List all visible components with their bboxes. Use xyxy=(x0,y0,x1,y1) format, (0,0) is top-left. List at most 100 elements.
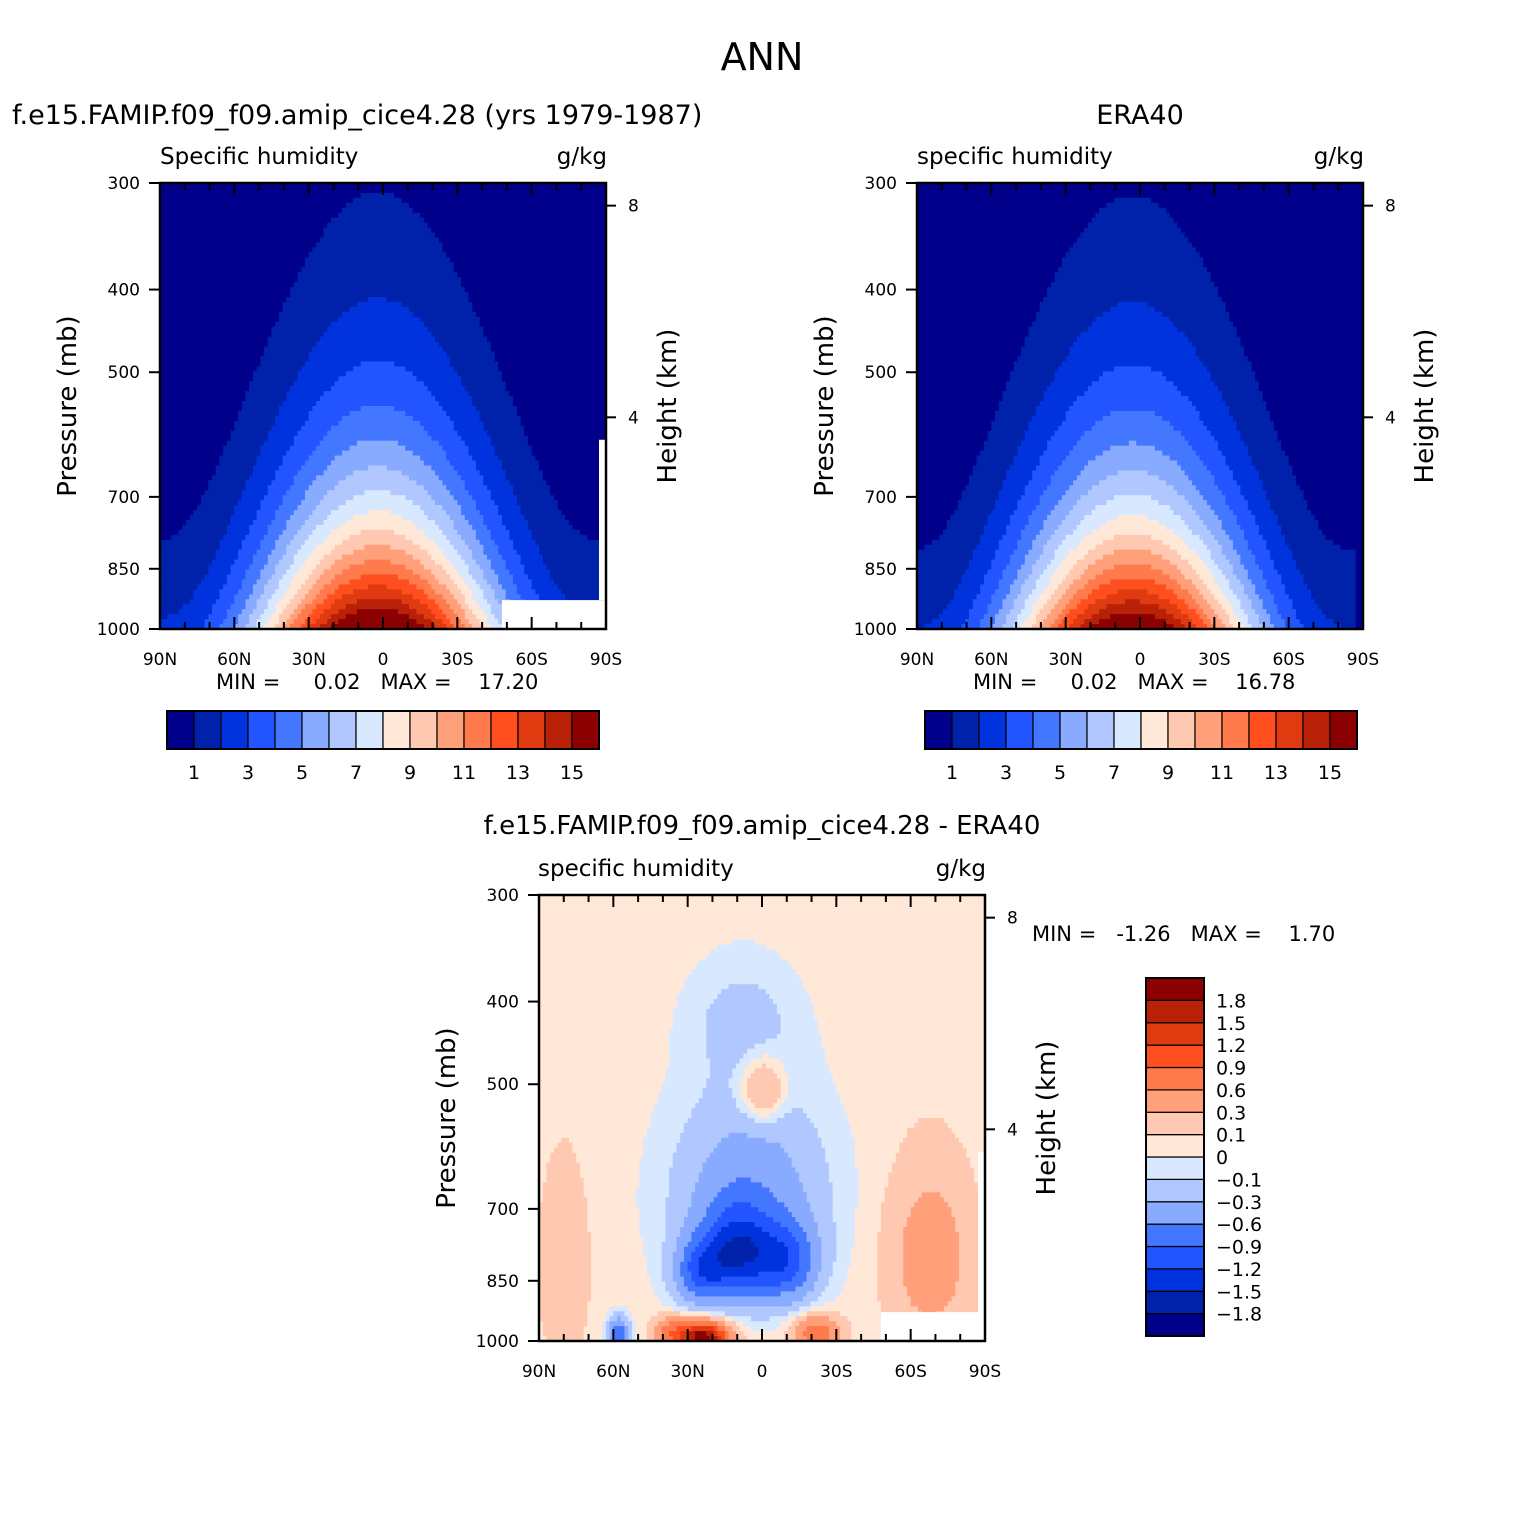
model-contour-band xyxy=(223,450,261,457)
difference-contour-band xyxy=(854,1212,882,1218)
era40-colorbar-box xyxy=(924,710,953,750)
model-contour-band xyxy=(468,296,607,303)
era40-contour-band xyxy=(931,619,966,625)
era40-contour-band xyxy=(1232,544,1249,551)
era40-contour-band xyxy=(980,534,1004,541)
era40-contour-band xyxy=(957,500,996,506)
era40-contour-band xyxy=(1102,450,1163,457)
model-contour-band xyxy=(368,510,392,516)
era40-contour-band xyxy=(1076,544,1096,551)
era40-contour-band xyxy=(1184,599,1197,605)
era40-contour-band xyxy=(1073,529,1093,536)
era40-contour-band xyxy=(1095,574,1171,581)
era40-contour-band xyxy=(1221,391,1264,397)
model-contour-band xyxy=(245,599,258,605)
model-contour-band xyxy=(249,564,265,571)
model-contour-band xyxy=(464,624,473,630)
model-contour-band xyxy=(553,579,603,585)
model-contour-band xyxy=(527,519,570,526)
era40-contour-band xyxy=(917,401,1000,407)
difference-contour-band xyxy=(765,944,986,951)
model-contour-band xyxy=(487,485,514,491)
model-contour-band xyxy=(542,475,607,481)
era40-contour-band xyxy=(1299,485,1364,491)
difference-contour-band xyxy=(739,1083,748,1089)
era40-contour-band xyxy=(1087,386,1178,392)
model-contour-band xyxy=(241,539,261,546)
model-contour-band xyxy=(271,594,284,600)
era40-contour-band xyxy=(1050,609,1063,615)
era40-contour-band xyxy=(1035,311,1104,318)
difference-contour-band xyxy=(739,1078,748,1084)
difference-contour-band xyxy=(769,1187,804,1193)
model-contour-band xyxy=(219,589,239,595)
model-contour-band xyxy=(479,539,496,546)
era40-contour-band xyxy=(1314,515,1364,521)
model-contour-band xyxy=(167,614,209,620)
model-contour-band xyxy=(282,554,295,561)
difference-contour-band xyxy=(858,1182,889,1188)
model-contour-band xyxy=(505,559,522,566)
era40-contour-band xyxy=(1166,584,1182,590)
era40-colorbar-box xyxy=(951,710,980,750)
model-contour-band xyxy=(464,599,477,605)
era40-contour-band xyxy=(1084,609,1100,615)
difference-contour-band xyxy=(624,1336,629,1342)
model-contour-band xyxy=(160,376,254,382)
era40-contour-band xyxy=(1236,594,1249,600)
model-contour-band xyxy=(446,351,496,358)
difference-contour-band xyxy=(951,1212,986,1218)
model-contour-band xyxy=(308,624,321,630)
model-contour-band xyxy=(449,574,462,581)
model-contour-band xyxy=(475,406,518,412)
era40-contour-band xyxy=(1229,316,1364,323)
difference-colorbar-label: −0.1 xyxy=(1216,1169,1262,1191)
difference-contour-band xyxy=(951,1127,986,1134)
model-contour-band xyxy=(442,480,466,486)
era40-contour-band xyxy=(1214,282,1364,288)
era40-contour-band xyxy=(1240,336,1364,343)
era40-contour-band xyxy=(1210,529,1227,536)
era40-contour-band xyxy=(1251,604,1264,610)
era40-contour-band xyxy=(1032,544,1044,551)
difference-contour-band xyxy=(717,944,767,951)
era40-contour-band xyxy=(1232,589,1245,595)
model-contour-band xyxy=(505,524,529,531)
model-contour-band xyxy=(401,515,429,521)
era40-contour-band xyxy=(1095,212,1171,219)
era40-contour-band xyxy=(1281,579,1305,585)
difference-contour-band xyxy=(814,1013,986,1020)
era40-contour-band xyxy=(1087,326,1178,333)
difference-contour-band xyxy=(706,1157,793,1164)
model-contour-band xyxy=(234,420,276,427)
era40-contour-band xyxy=(1203,495,1227,501)
model-contour-band xyxy=(160,559,213,566)
difference-contour-band xyxy=(572,1142,644,1149)
model-contour-band xyxy=(472,455,499,462)
difference-contour-band xyxy=(654,1331,663,1337)
era40-contour-band xyxy=(1024,490,1044,496)
model-contour-band xyxy=(319,559,336,566)
difference-contour-band xyxy=(955,1217,986,1223)
era40-contour-band xyxy=(1218,614,1230,620)
difference-contour-band xyxy=(769,1316,789,1322)
era40-contour-band xyxy=(1162,539,1186,546)
difference-contour-band xyxy=(539,1098,659,1104)
difference-contour-band xyxy=(695,1246,707,1253)
difference-contour-band xyxy=(754,1118,778,1124)
model-contour-band xyxy=(160,192,362,199)
model-contour-band xyxy=(490,495,518,501)
era40-contour-band xyxy=(1355,549,1364,556)
difference-contour-band xyxy=(539,979,685,985)
era40-contour-band xyxy=(1318,519,1364,526)
model-contour-band xyxy=(267,529,284,536)
difference-contour-band xyxy=(676,1236,692,1243)
difference-contour-band xyxy=(583,1192,637,1198)
difference-contour-band xyxy=(605,1321,611,1327)
difference-contour-band xyxy=(732,1202,752,1208)
model-contour-band xyxy=(479,510,499,516)
model-contour-band xyxy=(420,455,447,462)
era40-contour-band xyxy=(1218,386,1260,392)
difference-contour-band xyxy=(669,1172,700,1179)
model-contour-band xyxy=(160,227,325,234)
